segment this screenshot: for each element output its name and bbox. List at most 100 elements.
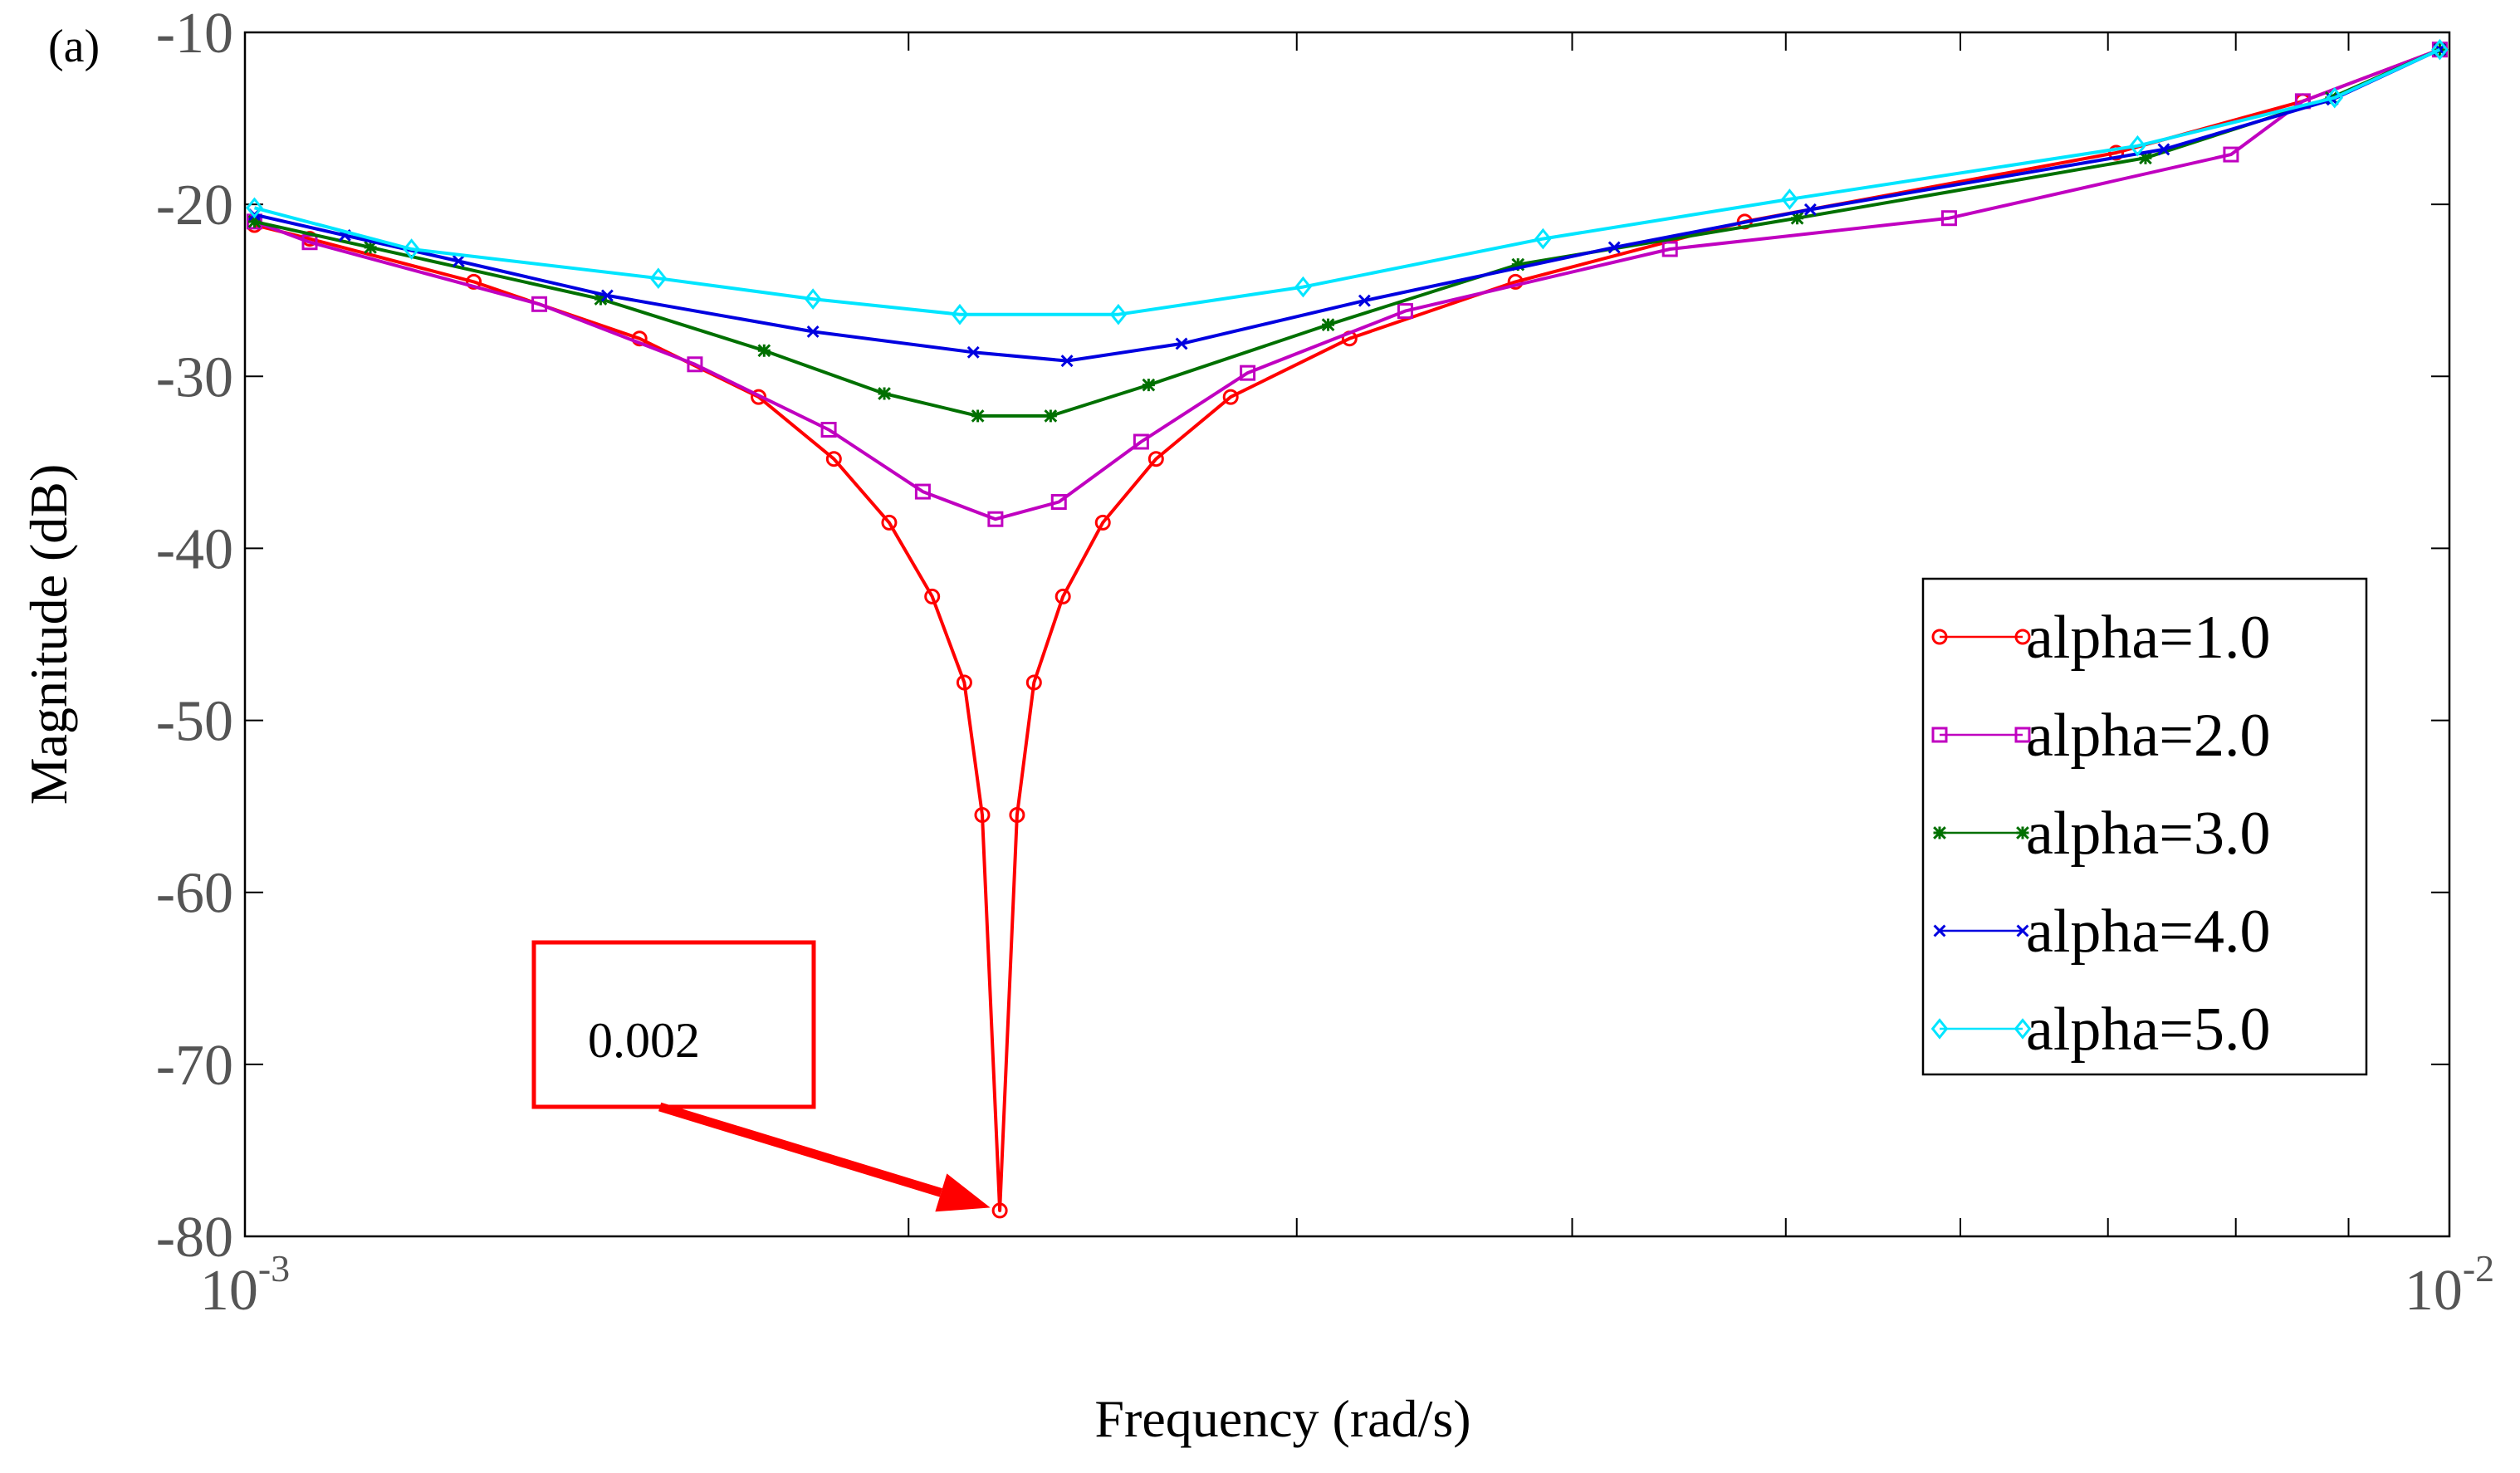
series-4 (248, 43, 2446, 368)
data-point (1222, 389, 1239, 405)
series-2 (246, 42, 2448, 527)
y-tick-label: -20 (156, 174, 233, 237)
data-point (2129, 135, 2146, 157)
data-point (1397, 303, 1413, 320)
data-point (1607, 241, 1621, 254)
data-point (881, 514, 898, 531)
legend-marker (2016, 826, 2029, 839)
data-point (649, 267, 668, 290)
data-point (1294, 276, 1312, 298)
legend-marker (1931, 727, 1948, 743)
legend-marker (1930, 1018, 1949, 1040)
data-point (1511, 257, 1525, 272)
data-point (1054, 588, 1071, 604)
legend-box (1921, 577, 2368, 1076)
data-point (1507, 273, 1524, 290)
legend-label: alpha=3.0 (2026, 800, 2270, 868)
legend-entry: alpha=4.0 (1933, 898, 2270, 966)
data-point (594, 292, 608, 306)
data-point (247, 214, 262, 228)
panel-label: (a) (48, 21, 100, 72)
data-point (2223, 146, 2239, 163)
legend-entry: alpha=5.0 (1930, 996, 2270, 1064)
data-point (2157, 143, 2170, 156)
data-point (364, 241, 377, 254)
data-point (403, 238, 420, 260)
data-point (1050, 494, 1067, 510)
data-point (825, 451, 842, 467)
data-point (878, 387, 891, 400)
data-point (804, 288, 822, 310)
annotation-arrow-head (935, 1173, 991, 1212)
legend-label: alpha=5.0 (2026, 996, 2270, 1064)
data-point (2326, 86, 2344, 109)
data-point (2108, 144, 2125, 161)
data-point (1240, 365, 1256, 381)
data-point (2431, 38, 2449, 61)
data-point (1044, 409, 1058, 423)
y-tick-label: -30 (156, 345, 233, 409)
data-point (631, 330, 648, 347)
legend-entry: alpha=3.0 (1933, 800, 2270, 868)
data-point (757, 344, 771, 358)
legend-entry: alpha=2.0 (1931, 702, 2270, 770)
y-tick-label: -80 (156, 1206, 233, 1270)
x-axis-label: Frequency (rad/s) (1094, 1389, 1470, 1448)
data-point (1534, 228, 1552, 250)
series-layer (246, 38, 2449, 1219)
data-point (966, 345, 980, 359)
legend-marker (1931, 629, 1948, 645)
legend-label: alpha=4.0 (2026, 898, 2270, 966)
series-5 (246, 38, 2449, 325)
series-line (253, 47, 2441, 521)
data-point (806, 325, 820, 338)
data-point (1358, 294, 1371, 307)
legend-marker (2016, 924, 2029, 937)
annotation-text: 0.002 (588, 1013, 700, 1068)
data-point (1940, 210, 1957, 227)
y-tick-label: -60 (156, 862, 233, 926)
legend-label: alpha=2.0 (2026, 702, 2270, 770)
y-axis-label: Magnitude (dB) (19, 464, 78, 805)
data-point (1803, 203, 1817, 216)
data-point (924, 588, 941, 604)
data-point (987, 511, 1004, 527)
data-point (1781, 188, 1798, 210)
data-point (600, 289, 614, 302)
data-point (991, 1202, 1008, 1219)
data-point (1661, 241, 1678, 257)
legend-entry: alpha=1.0 (1931, 604, 2270, 672)
data-point (820, 422, 837, 438)
data-point (246, 197, 263, 219)
data-point (1147, 451, 1164, 467)
x-tick-label: 10-2 (2405, 1247, 2494, 1323)
x-axis-ticks: 10-3 10-2 (200, 32, 2494, 1323)
data-point (1109, 303, 1128, 325)
legend-marker (1933, 826, 1946, 839)
data-point (466, 273, 482, 290)
plot-frame (243, 31, 2451, 1238)
y-tick-label: -10 (156, 2, 233, 66)
data-point (974, 807, 991, 823)
series-3 (247, 42, 2447, 423)
data-point (452, 255, 465, 267)
data-point (1009, 807, 1025, 823)
legend-marker (2014, 1018, 2032, 1040)
data-point (1060, 355, 1074, 368)
legend-marker (1933, 924, 1946, 937)
legend-marker (2014, 727, 2031, 743)
series-line (254, 47, 2441, 363)
annotation-box (531, 940, 816, 1109)
data-point (1094, 514, 1111, 531)
legend-marker (2014, 629, 2031, 645)
data-point (1790, 211, 1804, 225)
annotation-arrow-line (658, 1102, 942, 1197)
data-point (956, 674, 972, 691)
series-line (254, 47, 2441, 418)
data-point (1133, 433, 1149, 450)
data-point (687, 356, 703, 373)
y-tick-label: -50 (156, 690, 233, 754)
data-point (2139, 151, 2152, 165)
legend-label: alpha=1.0 (2026, 604, 2270, 672)
